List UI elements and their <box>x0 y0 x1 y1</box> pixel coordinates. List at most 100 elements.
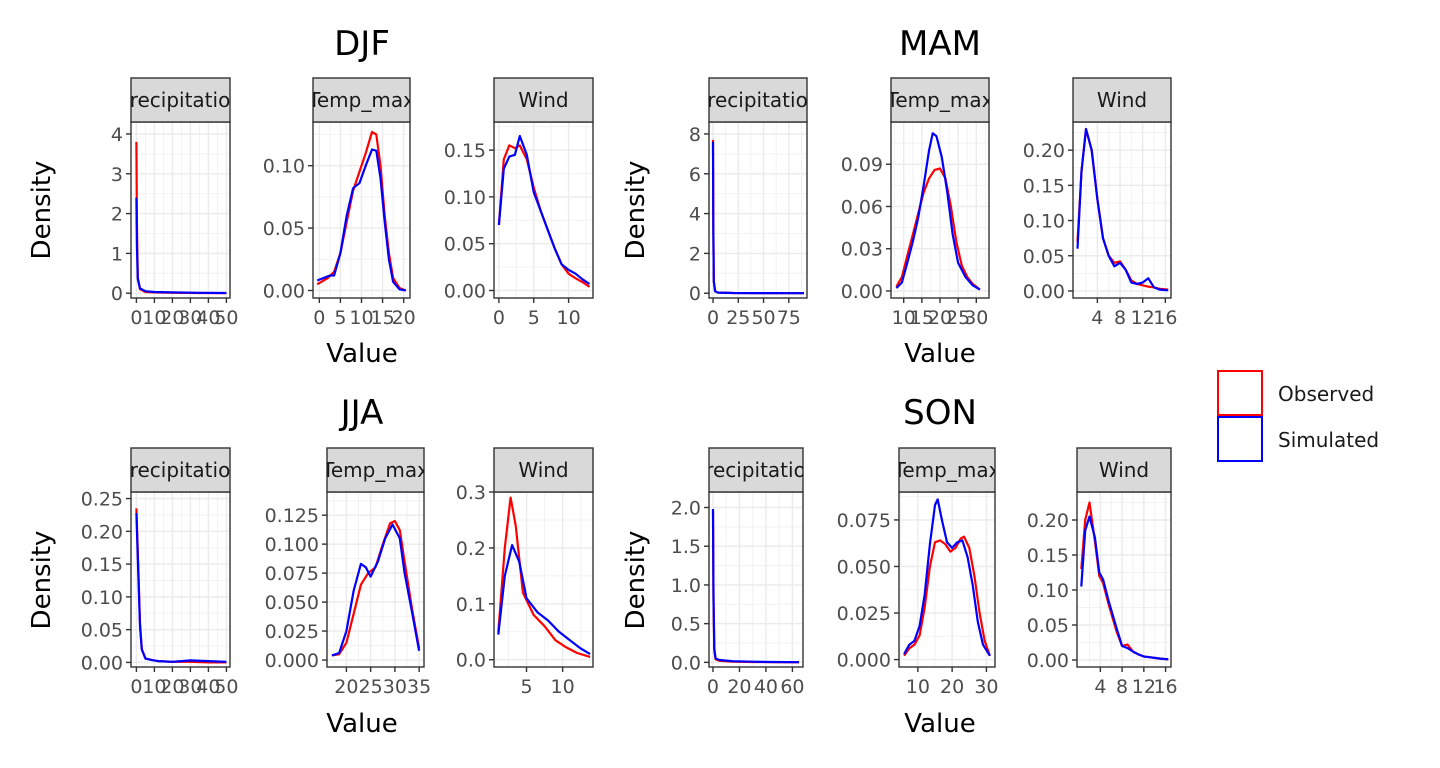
y-axis-label: Density <box>27 531 57 630</box>
density-curves <box>497 496 591 658</box>
strip-label: Wind <box>518 88 568 112</box>
facet-strip: Precipitation <box>708 447 804 493</box>
facet-strip: Temp_max <box>890 77 990 123</box>
facet-precipitation: Precipitation 0 25 50 75 0 2 4 6 8 <box>689 77 808 329</box>
major-gridlines <box>709 492 803 667</box>
panel-background <box>1073 122 1171 298</box>
x-axis-label: Value <box>904 709 975 739</box>
y-tick-label: 0.00 <box>841 281 883 303</box>
minor-gridlines <box>131 122 230 298</box>
minor-gridlines <box>709 122 807 298</box>
strip-label: Temp_max <box>321 458 429 482</box>
series-line-simulated <box>895 132 981 291</box>
x-tick-label: 40 <box>196 307 220 329</box>
series-line-simulated <box>711 508 800 664</box>
y-tick-label: 0.5 <box>671 614 701 636</box>
axes: 0 5 10 0.00 0.05 0.10 0.15 <box>444 140 581 329</box>
strip-background <box>326 447 425 493</box>
strip-background <box>890 77 990 123</box>
y-tick-label: 0.0 <box>456 650 486 672</box>
facet-strip: Wind <box>1076 447 1172 493</box>
y-tick-label: 6 <box>689 164 701 186</box>
series-line-observed <box>903 535 991 657</box>
x-tick-label: 20 <box>727 676 751 698</box>
panel-title: SON <box>903 393 977 433</box>
minor-gridlines <box>494 492 593 667</box>
x-tick-label: 0 <box>313 307 325 329</box>
panel-background <box>709 122 807 298</box>
density-curves <box>316 130 407 292</box>
x-tick-label: 10 <box>557 307 581 329</box>
major-gridlines <box>313 122 410 298</box>
x-tick-label: 10 <box>906 676 930 698</box>
y-tick-label: 0.2 <box>456 538 486 560</box>
series-line-simulated <box>316 148 407 292</box>
x-tick-label: 30 <box>383 676 407 698</box>
x-tick-label: 15 <box>370 307 394 329</box>
density-curves <box>331 519 421 657</box>
y-tick-label: 0.000 <box>837 650 891 672</box>
facet-strip: Wind <box>1072 77 1172 123</box>
x-tick-label: 15 <box>910 307 934 329</box>
y-tick-label: 0.05 <box>1027 615 1069 637</box>
density-curves <box>1080 501 1169 661</box>
series-line-simulated <box>135 197 227 295</box>
y-tick-label: 0.15 <box>1027 545 1069 567</box>
axes: 0 25 50 75 0 2 4 6 8 <box>689 124 801 329</box>
y-tick-label: 0.15 <box>81 554 123 576</box>
y-tick-label: 0.025 <box>265 621 319 643</box>
y-tick-label: 0.10 <box>263 156 305 178</box>
density-curves <box>711 508 800 664</box>
y-tick-label: 0.05 <box>81 620 123 642</box>
facet-strip: Temp_max <box>312 77 411 123</box>
x-tick-label: 25 <box>726 307 750 329</box>
series-line-simulated <box>135 512 227 663</box>
facet-strip: Precipitation <box>130 447 231 493</box>
strip-background <box>1072 77 1172 123</box>
facet-temp_max: Temp_max 20 25 30 35 0.000 0.025 0.050 0.075 0.10… <box>265 447 431 698</box>
y-tick-label: 0.05 <box>1023 246 1065 268</box>
legend-key-simulated <box>1217 416 1263 462</box>
strip-background <box>1076 447 1172 493</box>
x-tick-label: 25 <box>359 676 383 698</box>
y-tick-label: 0.000 <box>265 650 319 672</box>
series-line-simulated <box>1080 515 1169 661</box>
minor-gridlines <box>131 492 230 667</box>
x-tick-label: 50 <box>214 676 238 698</box>
facet-wind: Wind 5 10 0.0 0.1 0.2 0.3 <box>456 447 594 698</box>
y-tick-label: 0.1 <box>456 594 486 616</box>
y-tick-label: 0.09 <box>841 154 883 176</box>
y-tick-label: 0.075 <box>265 563 319 585</box>
x-tick-label: 0 <box>130 676 142 698</box>
x-tick-label: 5 <box>334 307 346 329</box>
y-tick-label: 4 <box>111 124 123 146</box>
x-tick-label: 8 <box>1114 307 1126 329</box>
y-tick-label: 0.15 <box>1023 175 1065 197</box>
y-tick-label: 1.0 <box>671 575 701 597</box>
x-tick-label: 20 <box>928 307 952 329</box>
panel-title: DJF <box>334 24 390 64</box>
x-tick-label: 20 <box>392 307 416 329</box>
facet-strip: Precipitation <box>118 77 243 123</box>
x-axis-label: Value <box>326 709 397 739</box>
x-tick-label: 50 <box>214 307 238 329</box>
axes: 0 20 40 60 0.0 0.5 1.0 1.5 2.0 <box>671 497 805 698</box>
strip-background <box>493 77 594 123</box>
x-tick-label: 0 <box>130 307 142 329</box>
x-tick-label: 20 <box>160 676 184 698</box>
strip-background <box>130 447 231 493</box>
legend: Observed Simulated <box>1217 370 1379 462</box>
strip-label: Precipitation <box>118 88 243 112</box>
panel-background <box>327 492 424 667</box>
y-tick-label: 0.100 <box>265 534 319 556</box>
